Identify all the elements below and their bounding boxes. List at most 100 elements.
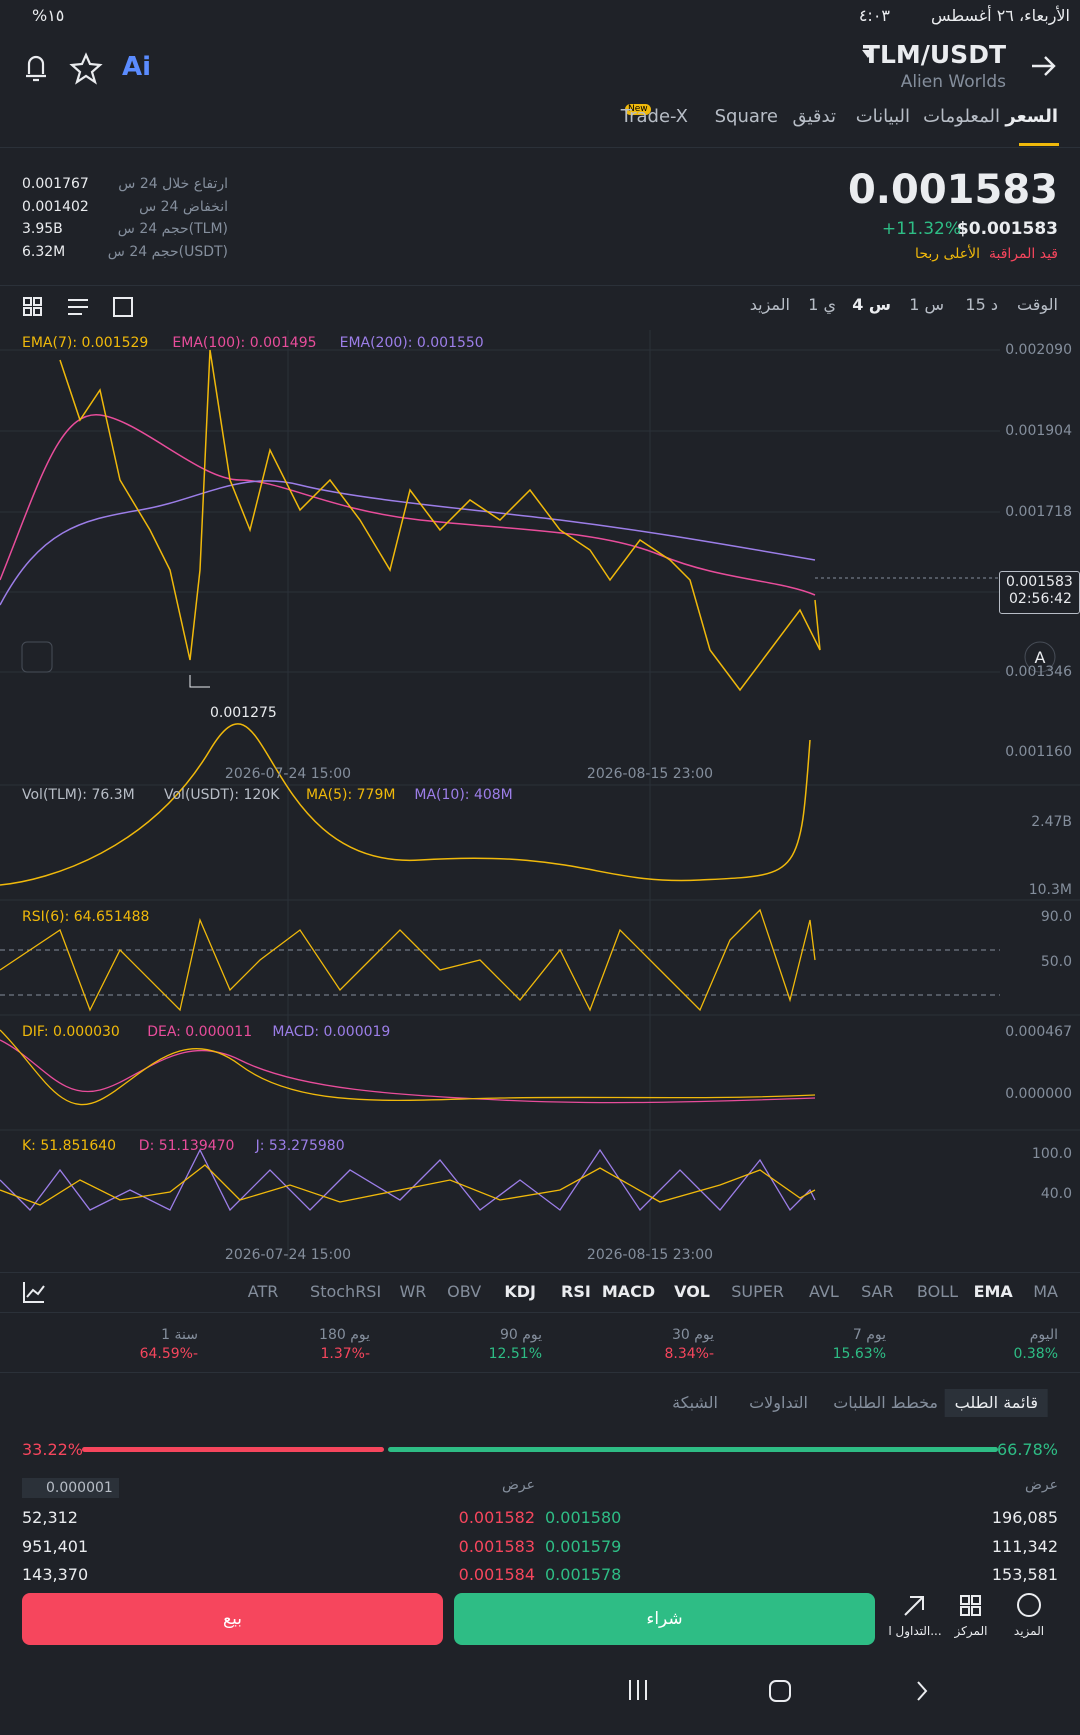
indicator-tab[interactable]: MACD <box>601 1282 656 1301</box>
ask-price: 0.001582 <box>458 1508 535 1527</box>
book-tab[interactable]: مخطط الطلبات <box>833 1393 938 1412</box>
interval[interactable]: المزيد <box>749 295 790 314</box>
indicator-tab[interactable]: SUPER <box>731 1282 784 1301</box>
star-icon[interactable] <box>69 52 103 85</box>
axis-label: 10.3M <box>1028 882 1072 898</box>
stat-value: 3.95B <box>22 221 63 237</box>
period: اليوم <box>1029 1327 1058 1343</box>
indicator-tab[interactable]: EMA <box>973 1282 1013 1301</box>
ask-qty: 951,401 <box>22 1536 89 1556</box>
book-tab[interactable]: التداولات <box>749 1393 808 1412</box>
stat-label: انخفاض 24 س <box>139 198 228 215</box>
nav-home[interactable] <box>769 1680 791 1702</box>
stat-label: حجم 24 س(USDT) <box>107 243 228 260</box>
date-label: 2026-08-15 23:00 <box>586 766 714 782</box>
auto-label[interactable]: A <box>1034 648 1046 667</box>
period: 90 يوم <box>499 1327 542 1343</box>
date: الأربعاء، ٢٦ أغسطس <box>930 6 1070 25</box>
more-label[interactable]: المزيد <box>1013 1624 1045 1638</box>
ask-ratio: 33.22% <box>22 1440 84 1459</box>
interval[interactable]: 1 ي <box>808 295 836 314</box>
sell-button[interactable]: بيع <box>22 1593 443 1645</box>
bid-qty: 111,342 <box>991 1536 1058 1556</box>
indicator-tab[interactable]: AVL <box>809 1282 839 1301</box>
auto-button[interactable] <box>1024 641 1056 673</box>
tab[interactable]: المعلومات <box>923 106 1000 127</box>
date-label: 2026-08-15 23:00 <box>586 1247 714 1263</box>
bid-qty: 196,085 <box>991 1508 1058 1527</box>
position-icon[interactable] <box>960 1595 970 1605</box>
settings-icon[interactable] <box>68 299 88 315</box>
axis-label: 40.0 <box>1040 1186 1072 1202</box>
indicator-tab[interactable]: ATR <box>247 1282 279 1301</box>
tab[interactable]: تدقيق <box>792 106 836 127</box>
divider <box>0 147 1080 148</box>
period-change: 0.38% <box>1013 1346 1058 1362</box>
nav-recent[interactable] <box>629 1680 647 1700</box>
bid-price: 0.001578 <box>545 1565 622 1584</box>
tab[interactable]: Trade-X <box>620 106 688 127</box>
date-label: 2026-07-24 15:00 <box>224 766 352 782</box>
ask-ratio-bar <box>82 1447 384 1452</box>
pair-title[interactable]: TLM/USDT <box>862 40 1006 69</box>
stat-label: ارتفاع خلال 24 س <box>118 176 228 192</box>
divider <box>0 1312 1080 1313</box>
tab[interactable]: السعر <box>1005 106 1058 127</box>
position-label[interactable]: المركز <box>954 1624 988 1638</box>
book-tab[interactable]: قائمة الطلب <box>944 1389 1048 1417</box>
indicator-tab[interactable]: WR <box>399 1282 427 1301</box>
nav-back[interactable] <box>917 1681 928 1701</box>
indicator-legend: EMA(200): 0.001550 <box>339 335 484 351</box>
indicator-tab[interactable]: StochRSI <box>310 1282 382 1301</box>
axis-label: 50.0 <box>1040 954 1072 970</box>
buy-button[interactable]: شراء <box>454 1593 875 1645</box>
trade-icon[interactable] <box>904 1596 924 1616</box>
indicator-tab[interactable]: OBV <box>447 1282 482 1301</box>
interval[interactable]: 1 س <box>909 295 944 314</box>
indicator-tab[interactable]: SAR <box>861 1282 894 1301</box>
axis-label: 0.001160 <box>1005 744 1072 760</box>
indicator-legend: J: 53.275980 <box>255 1138 345 1154</box>
ask-header: عرض <box>501 1477 535 1493</box>
indicator-tab[interactable]: KDJ <box>504 1282 536 1301</box>
more-icon[interactable] <box>1017 1593 1041 1617</box>
ai-button[interactable]: Ai <box>122 52 152 82</box>
trade-label[interactable]: التداول ا... <box>888 1624 942 1638</box>
bell-icon[interactable] <box>26 55 46 82</box>
pair-dropdown[interactable] <box>862 50 874 58</box>
action-icons <box>629 1593 1041 1702</box>
book-tab[interactable]: الشبكة <box>672 1393 718 1412</box>
bid-price: 0.001579 <box>545 1536 622 1556</box>
indicator-legend: K: 51.851640 <box>22 1138 117 1154</box>
tab[interactable]: البيانات <box>855 106 910 127</box>
new-badge: New <box>625 104 651 115</box>
header-icons <box>26 50 1056 85</box>
interval[interactable]: 15 د <box>965 295 998 314</box>
indicator-tab[interactable]: VOL <box>674 1282 710 1301</box>
bid-ratio: 66.78% <box>996 1440 1058 1459</box>
indicator-tab[interactable]: RSI <box>561 1282 591 1301</box>
axis-label: 0.000467 <box>1005 1024 1072 1040</box>
fullscreen-icon[interactable] <box>113 297 133 317</box>
divider <box>0 285 1080 286</box>
grid-icon[interactable] <box>23 297 32 306</box>
period-change: 8.34%- <box>664 1346 714 1362</box>
expand-button[interactable] <box>21 641 53 673</box>
price-step[interactable]: 0.000001 <box>22 1478 119 1498</box>
interval[interactable]: 4 س <box>852 295 891 314</box>
bid-ratio-bar <box>388 1447 998 1452</box>
top-gainer[interactable]: الأعلى ربحا <box>915 246 980 262</box>
indicator-tab[interactable]: BOLL <box>916 1282 958 1301</box>
ask-price: 0.001584 <box>458 1565 535 1584</box>
watch-label[interactable]: قيد المراقبة <box>988 246 1058 262</box>
usd-price: $0.001583 <box>956 219 1058 239</box>
indicator-tab[interactable]: MA <box>1033 1282 1058 1301</box>
period: 180 يوم <box>319 1327 370 1343</box>
back-arrow[interactable] <box>1032 56 1056 76</box>
indicator-icon[interactable] <box>0 1277 60 1307</box>
period-change: 64.59%- <box>139 1346 198 1362</box>
tab[interactable]: Square <box>714 106 778 127</box>
indicator-legend: DEA: 0.000011 <box>147 1024 253 1040</box>
divider <box>0 1272 1080 1273</box>
